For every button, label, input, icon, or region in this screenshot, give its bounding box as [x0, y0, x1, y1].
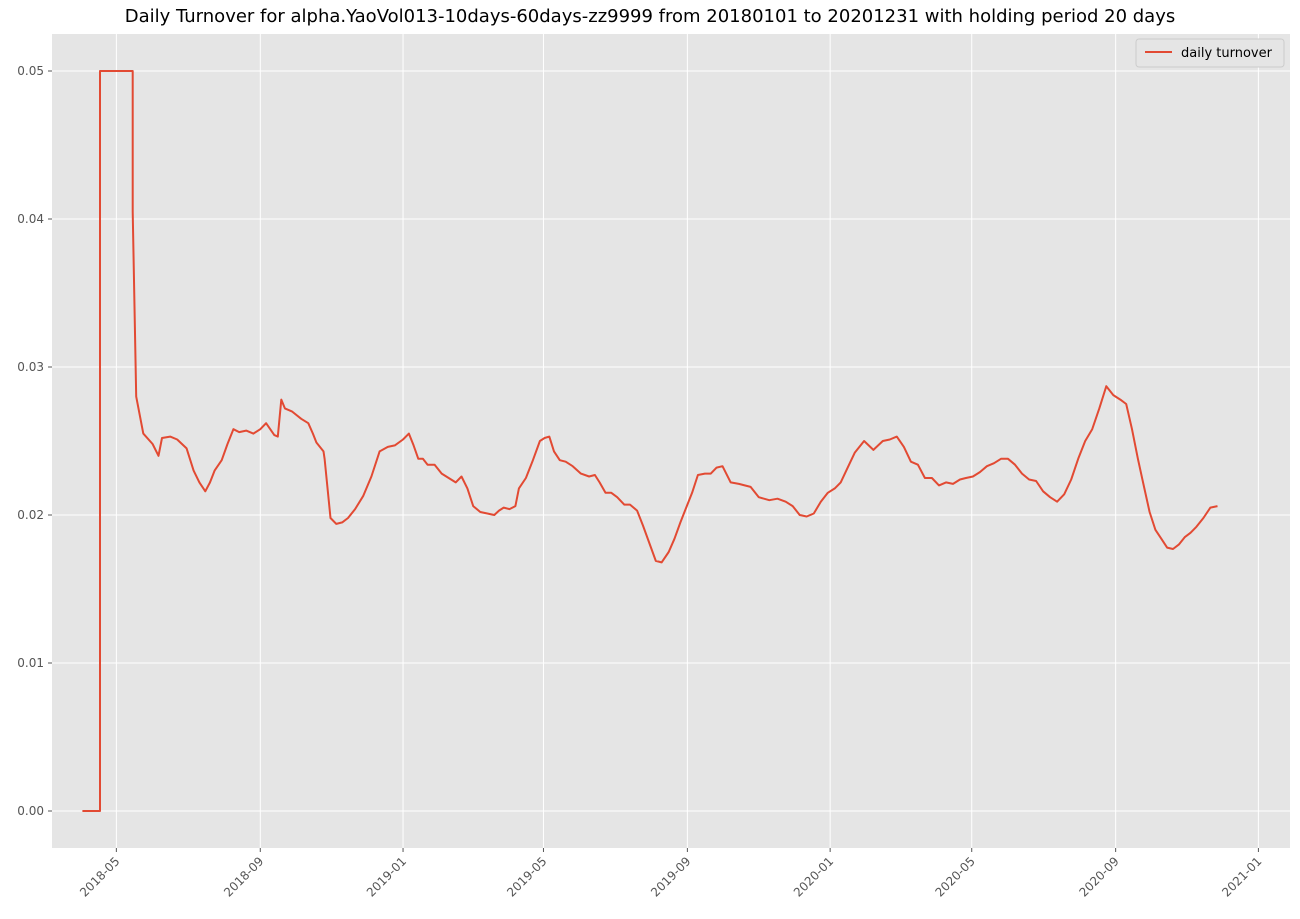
x-tick-label: 2021-01 [1219, 854, 1264, 899]
plot-area [52, 34, 1290, 848]
y-tick-label: 0.00 [17, 804, 44, 818]
x-tick-label: 2018-05 [77, 854, 122, 899]
x-tick-label: 2019-01 [364, 854, 409, 899]
x-tick-label: 2018-09 [221, 854, 266, 899]
x-tick-label: 2020-05 [932, 854, 977, 899]
chart-title: Daily Turnover for alpha.YaoVol013-10day… [124, 6, 1176, 27]
legend-box [1135, 38, 1285, 68]
legend-label: daily turnover [1181, 46, 1273, 61]
y-axis: 0.00 0.01 0.02 0.03 0.04 0.05 [17, 64, 52, 818]
x-tick-label: 2020-01 [791, 854, 836, 899]
y-tick-label: 0.04 [17, 212, 44, 226]
x-axis: 2018-05 2018-09 2019-01 2019-05 2019-09 2020-… [77, 848, 1265, 900]
y-tick-label: 0.01 [17, 656, 44, 670]
y-tick-label: 0.05 [17, 64, 44, 78]
legend: daily turnover [1135, 38, 1285, 68]
y-tick-label: 0.03 [17, 360, 44, 374]
x-tick-label: 2020-09 [1076, 854, 1121, 899]
x-tick-label: 2019-09 [648, 854, 693, 899]
series-group [82, 70, 1218, 812]
x-tick-label: 2019-05 [504, 854, 549, 899]
grid-lines [52, 34, 1290, 848]
series-line-daily-turnover [82, 70, 1218, 812]
y-tick-label: 0.02 [17, 508, 44, 522]
